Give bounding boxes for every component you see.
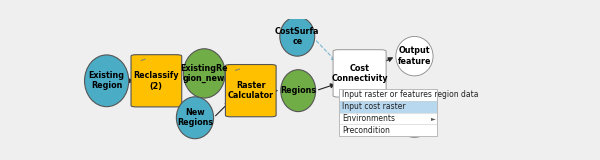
Text: Existing
Region: Existing Region (89, 71, 125, 91)
Text: Output
feature: Output feature (398, 108, 431, 128)
Text: Input raster or features region data: Input raster or features region data (343, 90, 479, 99)
Text: ExistingRe
gion_new: ExistingRe gion_new (181, 64, 228, 83)
Ellipse shape (281, 70, 316, 112)
Text: CostSurfa
ce: CostSurfa ce (275, 27, 320, 46)
FancyBboxPatch shape (226, 64, 276, 117)
Ellipse shape (176, 97, 214, 139)
Text: Input cost raster: Input cost raster (343, 102, 406, 111)
Ellipse shape (396, 36, 433, 76)
Text: Raster
Calculator: Raster Calculator (228, 81, 274, 100)
FancyBboxPatch shape (131, 55, 182, 107)
Ellipse shape (280, 17, 315, 56)
FancyBboxPatch shape (339, 89, 437, 136)
Ellipse shape (396, 98, 433, 137)
Text: Output
feature: Output feature (398, 46, 431, 66)
Ellipse shape (184, 49, 225, 98)
Text: Reclassify
(2): Reclassify (2) (134, 71, 179, 91)
Text: Cost
Connectivity: Cost Connectivity (331, 64, 388, 83)
Text: ►: ► (431, 116, 436, 121)
FancyBboxPatch shape (333, 50, 386, 97)
Text: Environments: Environments (343, 114, 395, 123)
Text: New
Regions: New Regions (177, 108, 213, 128)
Ellipse shape (85, 55, 129, 107)
Text: Regions: Regions (280, 86, 316, 95)
Text: Precondition: Precondition (343, 126, 390, 135)
FancyBboxPatch shape (339, 101, 437, 112)
